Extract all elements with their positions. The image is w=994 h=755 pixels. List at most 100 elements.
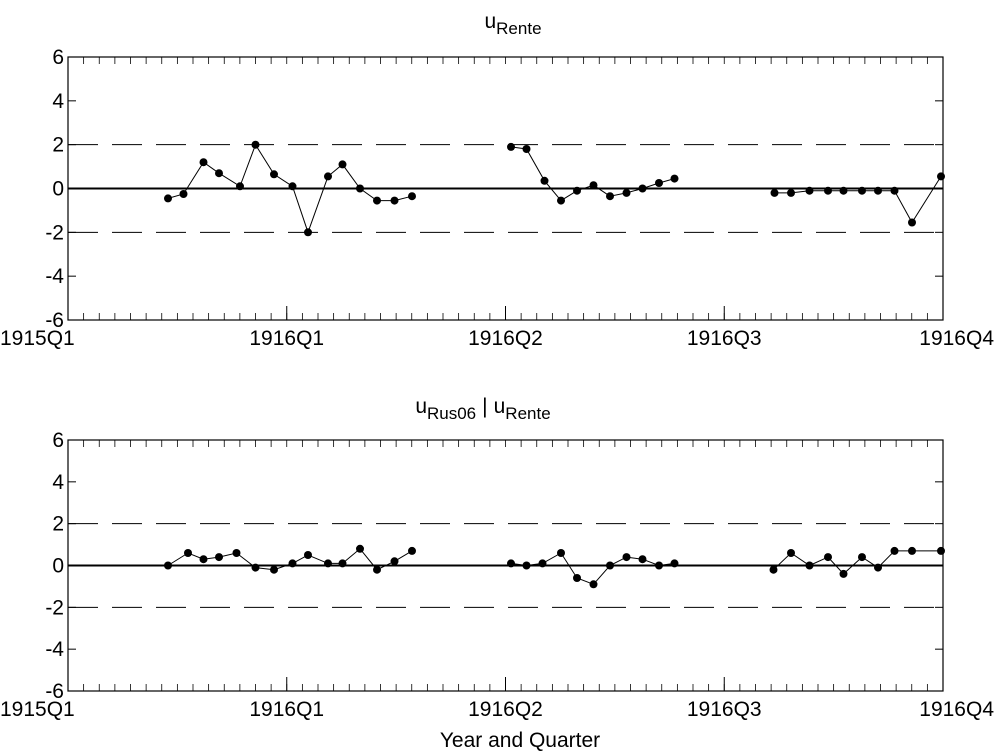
series-line bbox=[510, 146, 675, 202]
data-point bbox=[408, 546, 416, 555]
data-point bbox=[874, 563, 882, 572]
data-point bbox=[622, 553, 631, 562]
minor-ticks bbox=[83, 57, 928, 320]
data-point bbox=[787, 549, 795, 557]
minor-ticks bbox=[83, 440, 928, 691]
data-point bbox=[557, 549, 565, 557]
data-point bbox=[199, 158, 208, 167]
data-point bbox=[824, 553, 832, 562]
x-axis: 1915Q1 1916Q1 1916Q2 1916Q3 1916Q4 bbox=[0, 677, 994, 721]
x-tick-label: 1916Q3 bbox=[687, 698, 762, 721]
data-point bbox=[937, 546, 945, 555]
data-point bbox=[787, 188, 795, 197]
data-point bbox=[288, 559, 297, 568]
y-tick-label: 0 bbox=[52, 178, 64, 201]
x-tick-label: 1915Q1 bbox=[0, 698, 75, 721]
reference-lines bbox=[68, 144, 943, 233]
data-point bbox=[622, 188, 631, 197]
y-tick-label: 6 bbox=[52, 46, 64, 69]
data-point bbox=[670, 559, 679, 568]
data-point bbox=[858, 186, 866, 195]
data-point bbox=[858, 553, 866, 562]
data-point bbox=[890, 546, 899, 555]
panel-title: uRente bbox=[484, 10, 541, 38]
data-point bbox=[638, 555, 647, 564]
data-point bbox=[507, 142, 515, 151]
data-point bbox=[538, 559, 547, 568]
x-tick-label: 1916Q1 bbox=[249, 327, 324, 350]
data-point bbox=[408, 192, 416, 201]
y-tick-label: 0 bbox=[52, 555, 64, 578]
panel-rente: uRente -6 -4 -2 0 2 4 6 1915Q1 1916Q1 1916Q2 1916… bbox=[0, 10, 994, 350]
data-point bbox=[908, 546, 916, 555]
y-tick-label: 2 bbox=[52, 134, 64, 157]
data-point bbox=[839, 186, 848, 195]
data-point bbox=[356, 544, 364, 553]
data-point bbox=[890, 186, 899, 195]
data-point bbox=[356, 184, 364, 193]
x-tick-label: 1916Q4 bbox=[919, 327, 994, 350]
data-point bbox=[589, 580, 598, 589]
data-point bbox=[540, 176, 549, 185]
data-point bbox=[338, 160, 347, 169]
data-point bbox=[937, 172, 945, 181]
y-tick-label: 4 bbox=[52, 90, 64, 113]
data-point bbox=[874, 186, 882, 195]
data-point bbox=[390, 557, 399, 566]
data-point bbox=[270, 170, 278, 179]
data-point bbox=[164, 194, 172, 203]
panel-title: uRus06 | uRente bbox=[415, 395, 550, 423]
data-point bbox=[251, 140, 260, 149]
y-tick-label: -4 bbox=[45, 638, 64, 661]
y-tick-label: -6 bbox=[45, 309, 64, 332]
data-point bbox=[557, 196, 565, 205]
data-point bbox=[839, 569, 848, 578]
data-point bbox=[606, 561, 614, 570]
series-line bbox=[510, 552, 675, 585]
data-point bbox=[589, 181, 598, 190]
data-point bbox=[908, 218, 916, 227]
x-tick-label: 1916Q2 bbox=[468, 698, 543, 721]
residual-series bbox=[164, 544, 945, 589]
data-point bbox=[324, 172, 332, 181]
y-axis: -6 -4 -2 0 2 4 6 bbox=[45, 46, 943, 332]
data-point bbox=[324, 559, 332, 568]
data-point bbox=[270, 565, 278, 574]
data-point bbox=[522, 561, 531, 570]
data-point bbox=[824, 186, 832, 195]
x-tick-label: 1916Q2 bbox=[468, 327, 543, 350]
data-point bbox=[288, 182, 297, 191]
x-tick-label: 1915Q1 bbox=[0, 327, 75, 350]
data-point bbox=[215, 553, 223, 562]
data-point bbox=[232, 549, 241, 557]
data-point bbox=[338, 559, 347, 568]
data-point bbox=[373, 565, 381, 574]
data-point bbox=[236, 182, 244, 191]
data-point bbox=[390, 196, 399, 205]
data-point bbox=[507, 559, 515, 568]
y-tick-label: -2 bbox=[45, 596, 64, 619]
data-point bbox=[638, 184, 647, 193]
data-point bbox=[164, 561, 172, 570]
y-tick-label: 2 bbox=[52, 513, 64, 536]
data-point bbox=[769, 565, 778, 574]
data-point bbox=[251, 563, 260, 572]
y-tick-label: -4 bbox=[45, 265, 64, 288]
y-tick-label: -6 bbox=[45, 680, 64, 703]
data-point bbox=[179, 190, 188, 198]
data-point bbox=[573, 574, 581, 582]
y-axis: -6 -4 -2 0 2 4 6 bbox=[45, 429, 943, 703]
data-point bbox=[522, 145, 531, 153]
data-point bbox=[304, 228, 312, 237]
data-point bbox=[199, 555, 208, 564]
x-tick-label: 1916Q4 bbox=[919, 698, 994, 721]
y-tick-label: 4 bbox=[52, 471, 64, 494]
x-axis-label: Year and Quarter bbox=[440, 729, 600, 752]
data-point bbox=[184, 549, 192, 557]
data-point bbox=[805, 186, 814, 195]
data-point bbox=[770, 188, 779, 197]
y-tick-label: -2 bbox=[45, 221, 64, 244]
x-axis: 1915Q1 1916Q1 1916Q2 1916Q3 1916Q4 bbox=[0, 306, 994, 350]
